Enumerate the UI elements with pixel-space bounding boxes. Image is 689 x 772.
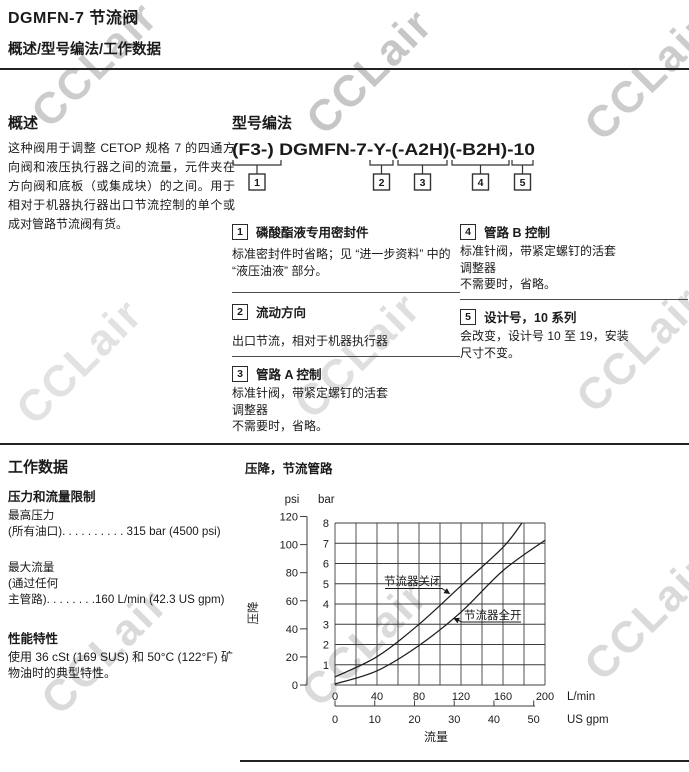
item-number-box: 3: [232, 365, 248, 382]
code-pos-2: 2: [379, 177, 385, 189]
item-body: 出口节流，相对于机器执行器: [232, 334, 389, 348]
svg-text:100: 100: [280, 540, 298, 552]
item-separator: [460, 299, 688, 300]
svg-text:40: 40: [488, 714, 500, 726]
code-pos-5: 5: [520, 177, 526, 189]
svg-text:8: 8: [323, 518, 329, 530]
working-data-heading: 工作数据: [8, 459, 69, 476]
bar-axis-label: bar: [318, 494, 335, 506]
item-number-box: 5: [460, 308, 476, 325]
svg-text:40: 40: [371, 691, 383, 703]
svg-text:6: 6: [323, 559, 329, 571]
svg-text:7: 7: [323, 538, 329, 550]
performance-body: 使用 36 cSt (169 SUS) 和 50°C (122°F) 矿物油时的…: [8, 650, 234, 680]
item-body: 标准针阀，带紧定螺钉的活套 调整器 不需要时，省略。: [460, 244, 617, 291]
code-item-4: 4 管路 B 控制 标准针阀，带紧定螺钉的活套 调整器 不需要时，省略。: [460, 222, 688, 293]
item-body: 标准密封件时省略；见 “进一步资料” 中的 “液压油液” 部分。: [232, 247, 451, 278]
svg-text:200: 200: [536, 691, 554, 703]
working-data-section: 工作数据 压力和流量限制 最高压力 (所有油口). . . . . . . . …: [8, 456, 244, 681]
performance-heading: 性能特性: [8, 632, 59, 646]
svg-text:30: 30: [448, 714, 460, 726]
max-flow-label: 最大流量: [8, 561, 55, 574]
item-title: 磷酸酯液专用密封件: [256, 226, 369, 240]
item-number-box: 4: [460, 223, 476, 240]
middle-rule: [0, 443, 689, 445]
chart-curves: [334, 522, 546, 685]
limits-heading: 压力和流量限制: [8, 490, 96, 504]
max-flow-line2: (通过任何: [8, 577, 59, 590]
item-title: 管路 A 控制: [256, 368, 322, 382]
svg-text:20: 20: [286, 652, 298, 664]
code-item-3: 3 管路 A 控制 标准针阀，带紧定螺钉的活套 调整器 不需要时，省略。: [232, 364, 460, 435]
item-title: 设计号，10 系列: [484, 311, 577, 325]
svg-text:0: 0: [332, 714, 338, 726]
svg-text:120: 120: [452, 691, 470, 703]
code-pos-1: 1: [254, 177, 260, 189]
item-body: 标准针阀，带紧定螺钉的活套 调整器 不需要时，省略。: [232, 386, 389, 433]
axis-rulers: [300, 516, 535, 707]
svg-text:40: 40: [286, 624, 298, 636]
page-title: DGMFN-7 节流阀: [8, 10, 139, 27]
code-item-5: 5 设计号，10 系列 会改变，设计号 10 至 19，安装 尺寸不变。: [460, 307, 688, 361]
item-title: 流动方向: [256, 306, 307, 320]
lmin-unit-label: L/min: [567, 691, 595, 703]
svg-text:0: 0: [292, 680, 298, 692]
series-label-open: 节流器全开: [453, 608, 522, 624]
item-body: 会改变，设计号 10 至 19，安装 尺寸不变。: [460, 329, 629, 360]
svg-text:120: 120: [280, 512, 298, 524]
top-rule: [0, 68, 689, 70]
code-pos-4: 4: [478, 177, 484, 189]
code-pos-3: 3: [420, 177, 426, 189]
watermark: CCLair: [7, 289, 153, 435]
svg-text:60: 60: [286, 596, 298, 608]
svg-text:节流器关闭: 节流器关闭: [384, 574, 442, 588]
item-title: 管路 B 控制: [484, 226, 550, 240]
section-header: 概述/型号编法/工作数据: [8, 42, 162, 58]
max-flow-value: 主管路). . . . . . . .160 L/min (42.3 US gp…: [8, 593, 225, 606]
svg-text:20: 20: [408, 714, 420, 726]
y-axis-label: 压降: [246, 601, 260, 624]
overview-body: 这种阀用于调整 CETOP 规格 7 的四通方向阀和液压执行器之间的流量，元件夹…: [8, 141, 235, 231]
series-label-closed: 节流器关闭: [384, 574, 451, 594]
svg-text:节流器全开: 节流器全开: [464, 608, 522, 622]
watermark: CCLair: [575, 5, 689, 151]
code-brackets: [232, 160, 534, 191]
svg-text:50: 50: [528, 714, 540, 726]
bottom-rule: [240, 760, 689, 762]
item-number-box: 2: [232, 303, 248, 320]
model-code-text: (F3-) DGMFN-7-Y-(-A2H)(-B2H)-10: [232, 141, 535, 159]
svg-text:4: 4: [323, 599, 329, 611]
model-code-diagram: (F3-) DGMFN-7-Y-(-A2H)(-B2H)-10 1 2 3 4 …: [232, 141, 535, 191]
psi-axis-label: psi: [285, 494, 300, 506]
chart-grid: [334, 522, 546, 686]
svg-text:5: 5: [323, 579, 329, 591]
item-number-box: 1: [232, 223, 248, 240]
svg-text:10: 10: [369, 714, 381, 726]
code-item-1: 1 磷酸酯液专用密封件 标准密封件时省略；见 “进一步资料” 中的 “液压油液”…: [232, 222, 460, 279]
svg-text:1: 1: [323, 660, 329, 672]
x-axis-label: 流量: [424, 730, 448, 744]
svg-text:3: 3: [323, 619, 329, 631]
svg-text:0: 0: [332, 691, 338, 703]
model-code-heading: 型号编法: [232, 115, 293, 132]
max-pressure-value: (所有油口). . . . . . . . . . 315 bar (4500 …: [8, 525, 221, 538]
code-item-2: 2 流动方向 出口节流，相对于机器执行器: [232, 302, 460, 350]
item-separator: [232, 356, 460, 357]
max-pressure-label: 最高压力: [8, 509, 55, 522]
svg-text:2: 2: [323, 640, 329, 652]
svg-text:80: 80: [413, 691, 425, 703]
usgpm-unit-label: US gpm: [567, 714, 609, 726]
item-separator: [232, 292, 460, 293]
svg-text:160: 160: [494, 691, 512, 703]
watermark: CCLair: [297, 0, 443, 145]
overview-heading: 概述: [8, 115, 39, 132]
chart-title: 压降，节流管路: [245, 462, 333, 476]
svg-text:80: 80: [286, 568, 298, 580]
